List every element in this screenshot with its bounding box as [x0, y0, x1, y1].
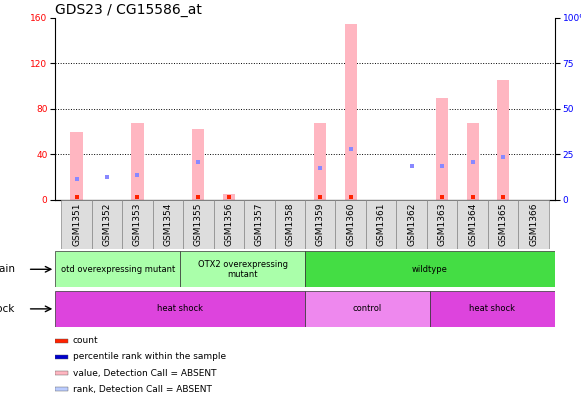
Text: GSM1366: GSM1366: [529, 202, 538, 246]
Bar: [497, 80, 509, 200]
Text: count: count: [73, 336, 98, 345]
Bar: [518, 200, 549, 249]
Text: GSM1358: GSM1358: [285, 202, 295, 246]
Bar: [131, 123, 144, 200]
Text: wildtype: wildtype: [412, 265, 448, 274]
Bar: [457, 200, 488, 249]
Bar: [192, 129, 205, 200]
Bar: [244, 200, 275, 249]
Bar: [275, 200, 305, 249]
Bar: [183, 200, 214, 249]
Bar: [430, 291, 555, 327]
Bar: [180, 251, 305, 287]
Bar: [55, 355, 67, 359]
Text: GSM1353: GSM1353: [133, 202, 142, 246]
Text: control: control: [353, 305, 382, 313]
Text: GSM1356: GSM1356: [224, 202, 234, 246]
Text: GSM1359: GSM1359: [315, 202, 325, 246]
Text: GSM1351: GSM1351: [72, 202, 81, 246]
Text: strain: strain: [0, 264, 15, 274]
Text: GSM1361: GSM1361: [376, 202, 386, 246]
Bar: [55, 251, 180, 287]
Text: heat shock: heat shock: [157, 305, 203, 313]
Bar: [427, 200, 457, 249]
Bar: [345, 23, 357, 200]
Bar: [55, 291, 305, 327]
Text: rank, Detection Call = ABSENT: rank, Detection Call = ABSENT: [73, 385, 211, 394]
Bar: [223, 194, 235, 200]
Bar: [436, 97, 448, 200]
Text: heat shock: heat shock: [469, 305, 515, 313]
Bar: [467, 123, 479, 200]
Bar: [122, 200, 153, 249]
Bar: [488, 200, 518, 249]
Bar: [366, 200, 396, 249]
Bar: [55, 371, 67, 375]
Text: OTX2 overexpressing
mutant: OTX2 overexpressing mutant: [198, 260, 288, 279]
Text: GSM1354: GSM1354: [163, 202, 173, 246]
Bar: [55, 387, 67, 391]
Bar: [153, 200, 183, 249]
Text: GSM1357: GSM1357: [255, 202, 264, 246]
Bar: [214, 200, 244, 249]
Bar: [396, 200, 427, 249]
Bar: [305, 291, 430, 327]
Text: value, Detection Call = ABSENT: value, Detection Call = ABSENT: [73, 369, 216, 378]
Bar: [305, 251, 555, 287]
Text: GSM1352: GSM1352: [102, 202, 112, 246]
Bar: [335, 200, 366, 249]
Bar: [314, 123, 327, 200]
Bar: [92, 200, 122, 249]
Text: GSM1362: GSM1362: [407, 202, 416, 246]
Text: GSM1360: GSM1360: [346, 202, 355, 246]
Bar: [70, 131, 83, 200]
Text: otd overexpressing mutant: otd overexpressing mutant: [60, 265, 175, 274]
Bar: [305, 200, 335, 249]
Text: GSM1363: GSM1363: [437, 202, 447, 246]
Text: GDS23 / CG15586_at: GDS23 / CG15586_at: [55, 3, 202, 17]
Text: GSM1355: GSM1355: [194, 202, 203, 246]
Text: shock: shock: [0, 304, 15, 314]
Bar: [55, 339, 67, 343]
Bar: [61, 200, 92, 249]
Text: GSM1364: GSM1364: [468, 202, 477, 246]
Text: GSM1365: GSM1365: [498, 202, 508, 246]
Text: percentile rank within the sample: percentile rank within the sample: [73, 352, 226, 362]
